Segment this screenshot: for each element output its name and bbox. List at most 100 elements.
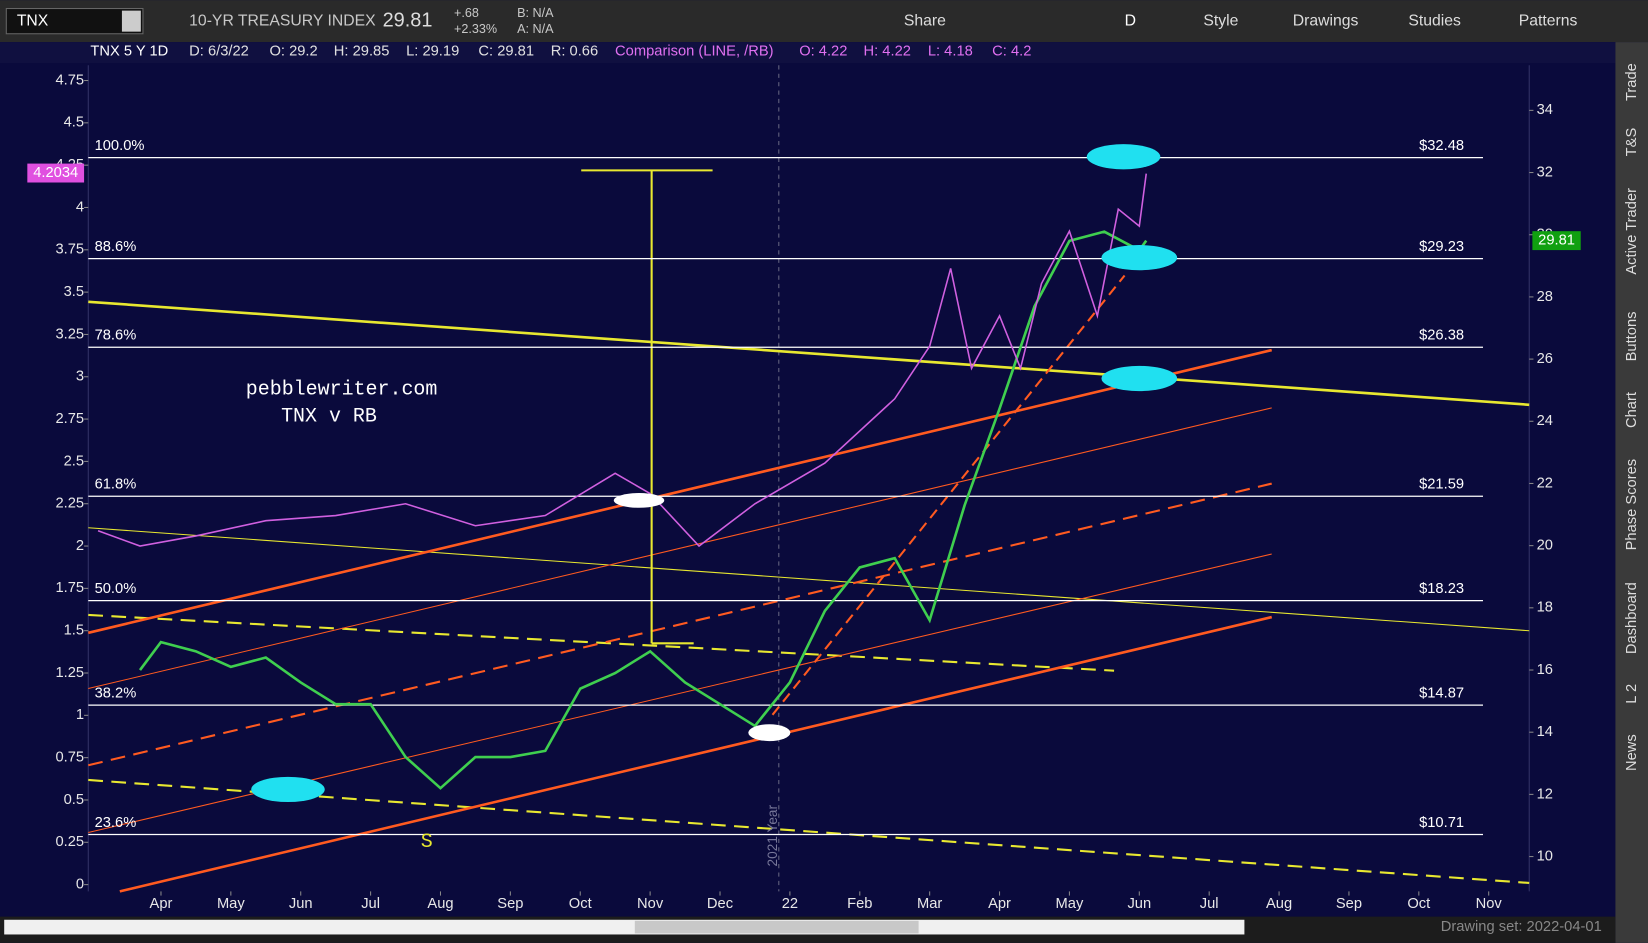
side-tab[interactable]: Buttons	[1624, 312, 1640, 362]
y2-tick-label: 22	[1537, 475, 1553, 491]
side-tab-bg	[1615, 42, 1648, 943]
x-tick-label: Jun	[1127, 896, 1151, 912]
x-tick-label: Jun	[289, 896, 313, 912]
highlight	[1101, 245, 1178, 271]
x-tick-label: May	[217, 896, 245, 912]
y-tick-label: 1	[76, 707, 84, 723]
highlight	[251, 776, 325, 803]
y2-tick-label: 14	[1537, 724, 1553, 740]
y2-tick-label: 24	[1537, 413, 1553, 429]
info-field: H: 29.85	[334, 44, 390, 60]
x-tick-label: Apr	[988, 896, 1011, 912]
toolbar-button[interactable]: Style	[1203, 12, 1238, 29]
drawings	[87, 169, 1530, 893]
side-tab[interactable]: T&S	[1624, 128, 1640, 157]
fib-label: 100.0%	[95, 138, 145, 154]
y2-tick-label: 28	[1537, 289, 1553, 305]
y-tick-label: 1.75	[55, 580, 84, 596]
comparison-label: Comparison (LINE, /RB)	[615, 44, 774, 60]
y-tick-label: 2	[76, 538, 84, 554]
fib-price: $29.23	[1419, 239, 1464, 255]
toolbar-button[interactable]: Share	[904, 12, 946, 29]
side-tab[interactable]: News	[1624, 734, 1640, 771]
symbol[interactable]: TNX	[17, 12, 49, 29]
info-fields: D: 6/3/22 O: 29.2 H: 29.85 L: 29.19 C: 29.81…	[189, 44, 1031, 60]
annotation: 2021 Year	[765, 804, 780, 866]
symbol-dropdown[interactable]	[121, 10, 141, 32]
x-tick-label: Mar	[917, 896, 942, 912]
plot	[97, 173, 1148, 790]
scroll-thumb[interactable]	[634, 920, 919, 934]
y-tick-label: 2.5	[64, 453, 84, 469]
aggregation[interactable]: D	[1125, 12, 1136, 29]
y2-tick-label: 20	[1537, 538, 1553, 554]
side-tab[interactable]: Phase Scores	[1624, 459, 1640, 551]
x-tick-label: Aug	[1266, 896, 1292, 912]
side-tab[interactable]: L 2	[1624, 684, 1640, 704]
trend-line	[88, 613, 1115, 672]
y-tick-label: 2.75	[55, 411, 84, 427]
y2-tick-label: 32	[1537, 164, 1553, 180]
y-tick-label: 1.25	[55, 665, 84, 681]
y-tick-label: 2.25	[55, 496, 84, 512]
description: 10-YR TREASURY INDEX	[189, 12, 376, 29]
side-tab[interactable]: Dashboard	[1624, 582, 1640, 654]
y-tick-label: 3.5	[64, 284, 84, 300]
side-tab[interactable]: Trade	[1624, 63, 1640, 101]
fib-label: 38.2%	[95, 685, 137, 701]
x-tick-label: Jul	[1200, 896, 1219, 912]
highlight	[613, 493, 665, 508]
annotation: S	[421, 830, 433, 853]
fib-price: $32.48	[1419, 138, 1464, 154]
drawing-set: Drawing set: 2022-04-01	[1441, 919, 1602, 935]
chart-bg	[0, 42, 1616, 917]
ask: A: N/A	[517, 22, 554, 36]
toolbar-button[interactable]: Studies	[1408, 12, 1461, 29]
x-tick-label: Apr	[150, 896, 173, 912]
price-badge: 29.81	[1538, 233, 1575, 249]
x-tick-label: Dec	[707, 896, 733, 912]
channel-line	[87, 348, 1273, 635]
y-tick-label: 3	[76, 369, 84, 385]
fib-label: 78.6%	[95, 328, 137, 344]
comparison-badge: 4.2034	[33, 165, 78, 181]
x-tick-label: Nov	[1476, 896, 1503, 912]
trend-line	[88, 300, 1530, 407]
fib-label: 23.6%	[95, 815, 137, 831]
info-field: C: 29.81	[478, 44, 534, 60]
info-field: R: 0.66	[551, 44, 598, 60]
price-badge-bg	[1532, 231, 1581, 251]
fib-price: $21.59	[1419, 477, 1464, 493]
info-field: D: 6/3/22	[189, 44, 249, 60]
toolbar-button[interactable]: Patterns	[1519, 12, 1578, 29]
y2-tick-label: 18	[1537, 600, 1553, 616]
comparison-field: H: 4.22	[864, 44, 911, 60]
scrollbar[interactable]	[4, 919, 1245, 935]
fib-price: $18.23	[1419, 581, 1464, 597]
axes: 0 0.25 0.5 0.75 1 1.25 1.5 1.75 2 2.25 2.5 2.75 3 3.2…	[27, 72, 1581, 912]
channel-line	[88, 407, 1272, 690]
side-tab[interactable]: Active Trader	[1624, 188, 1640, 275]
info-field: L: 29.19	[406, 44, 459, 60]
highlights	[251, 144, 1178, 803]
symbol-box[interactable]	[5, 7, 144, 35]
y2-tick-label: 34	[1537, 102, 1553, 118]
watermark: TNX v RB	[281, 405, 377, 428]
watermark: pebblewriter.com	[246, 377, 438, 400]
toolbar-bg	[0, 0, 1648, 43]
toolbar-buttons: Share Style Drawings Studies Patterns	[904, 12, 1578, 29]
y2-tick-label: 12	[1537, 786, 1553, 802]
trend-line	[88, 778, 1530, 885]
comparison-field: L: 4.18	[928, 44, 973, 60]
side-tab[interactable]: Chart	[1624, 392, 1640, 428]
comparison-badge-bg	[27, 163, 85, 183]
y-tick-label: 4.5	[64, 115, 84, 131]
x-tick-label: Sep	[1336, 896, 1362, 912]
toolbar-button[interactable]: Drawings	[1293, 12, 1359, 29]
y-tick-label: 0.75	[55, 750, 84, 766]
y-tick-label: 4	[76, 199, 84, 215]
y-tick-label: 0.25	[55, 834, 84, 850]
bid: B: N/A	[517, 6, 554, 20]
x-tick-label: Jul	[361, 896, 380, 912]
